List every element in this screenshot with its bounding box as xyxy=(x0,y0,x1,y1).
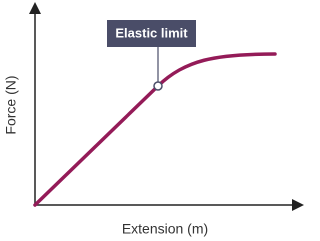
force-extension-diagram: Elastic limit Extension (m) Force (N) xyxy=(3,2,304,237)
annotation-box xyxy=(107,20,196,47)
curve xyxy=(33,52,277,207)
elastic-limit-point xyxy=(153,81,163,91)
y-axis-label: Force (N) xyxy=(3,75,19,134)
annotation-text: Elastic limit xyxy=(115,25,188,40)
x-axis-label: Extension (m) xyxy=(122,221,208,237)
